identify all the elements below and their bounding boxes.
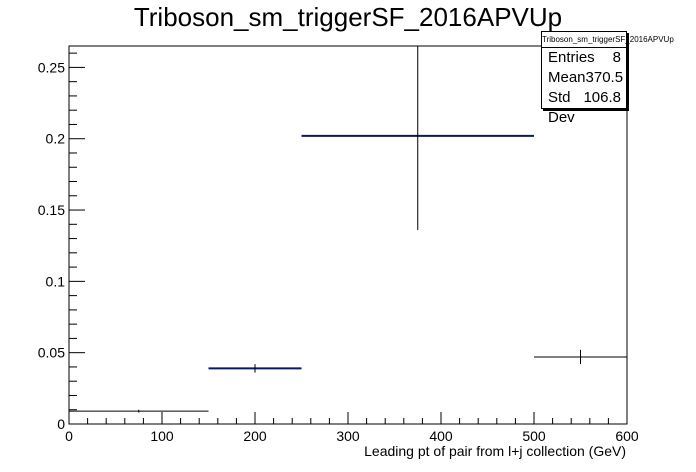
y-tick-label: 0.05 [38,345,65,361]
x-axis-title: Leading pt of pair from l+j collection (… [364,443,626,459]
x-tick-label: 0 [65,428,73,444]
y-tick-label: 0.1 [46,273,66,289]
y-tick-label: 0.25 [38,59,65,75]
x-tick-label: 600 [615,428,639,444]
chart-title: Triboson_sm_triggerSF_2016APVUp [133,2,563,32]
stats-entries-label: Entries [548,49,595,66]
stats-box-title: Triboson_sm_triggerSF_2016APVUp [542,32,674,48]
stats-box: Triboson_sm_triggerSF_2016APVUp Entries … [541,31,674,126]
x-tick-label: 200 [243,428,267,444]
stats-stddev-label: Std Dev [548,89,575,126]
y-tick-label: 0.15 [38,202,65,218]
stats-entries-value: 8 [612,49,621,66]
stats-stddev-row: Std Dev 106.8 [542,88,626,126]
x-tick-label: 500 [522,428,546,444]
x-tick-label: 100 [150,428,174,444]
y-tick-label: 0 [57,416,65,432]
stats-mean-label: Mean [548,69,586,86]
stats-entries-row: Entries 8 [542,48,626,68]
stats-mean-value: 370.5 [585,69,624,86]
y-tick-label: 0.2 [46,131,66,147]
x-tick-label: 400 [429,428,453,444]
stats-stddev-value: 106.8 [583,89,621,106]
x-tick-label: 300 [336,428,360,444]
stats-mean-row: Mean 370.5 [542,68,626,88]
